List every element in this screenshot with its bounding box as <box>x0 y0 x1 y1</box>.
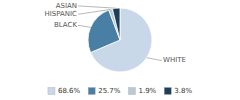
legend-label: 68.6% <box>58 87 81 95</box>
legend-label: 3.8% <box>174 87 192 95</box>
legend-swatch <box>48 88 55 95</box>
legend-swatch <box>164 88 171 95</box>
slice-label: BLACK <box>54 21 77 29</box>
legend-swatch <box>128 88 135 95</box>
leader-line <box>147 58 162 61</box>
slice-label: HISPANIC <box>44 10 77 18</box>
chart: WHITE BLACK HISPANICASIAN 68.6% 25.7% 1.9% 3.8… <box>0 0 240 100</box>
legend: 68.6% 25.7% 1.9% 3.8% <box>48 87 192 95</box>
slice-label: ASIAN <box>56 2 77 10</box>
pie-slice <box>109 9 120 40</box>
pie <box>88 8 152 72</box>
leader-line <box>78 6 116 8</box>
legend-label: 25.7% <box>98 87 121 95</box>
leader-line <box>78 9 111 14</box>
legend-label: 1.9% <box>138 87 156 95</box>
legend-swatch <box>88 88 95 95</box>
leader-line <box>78 25 91 27</box>
slice-label: WHITE <box>163 56 186 64</box>
slice-labels: WHITE BLACK HISPANICASIAN <box>44 2 185 64</box>
pie-slice <box>112 8 120 40</box>
